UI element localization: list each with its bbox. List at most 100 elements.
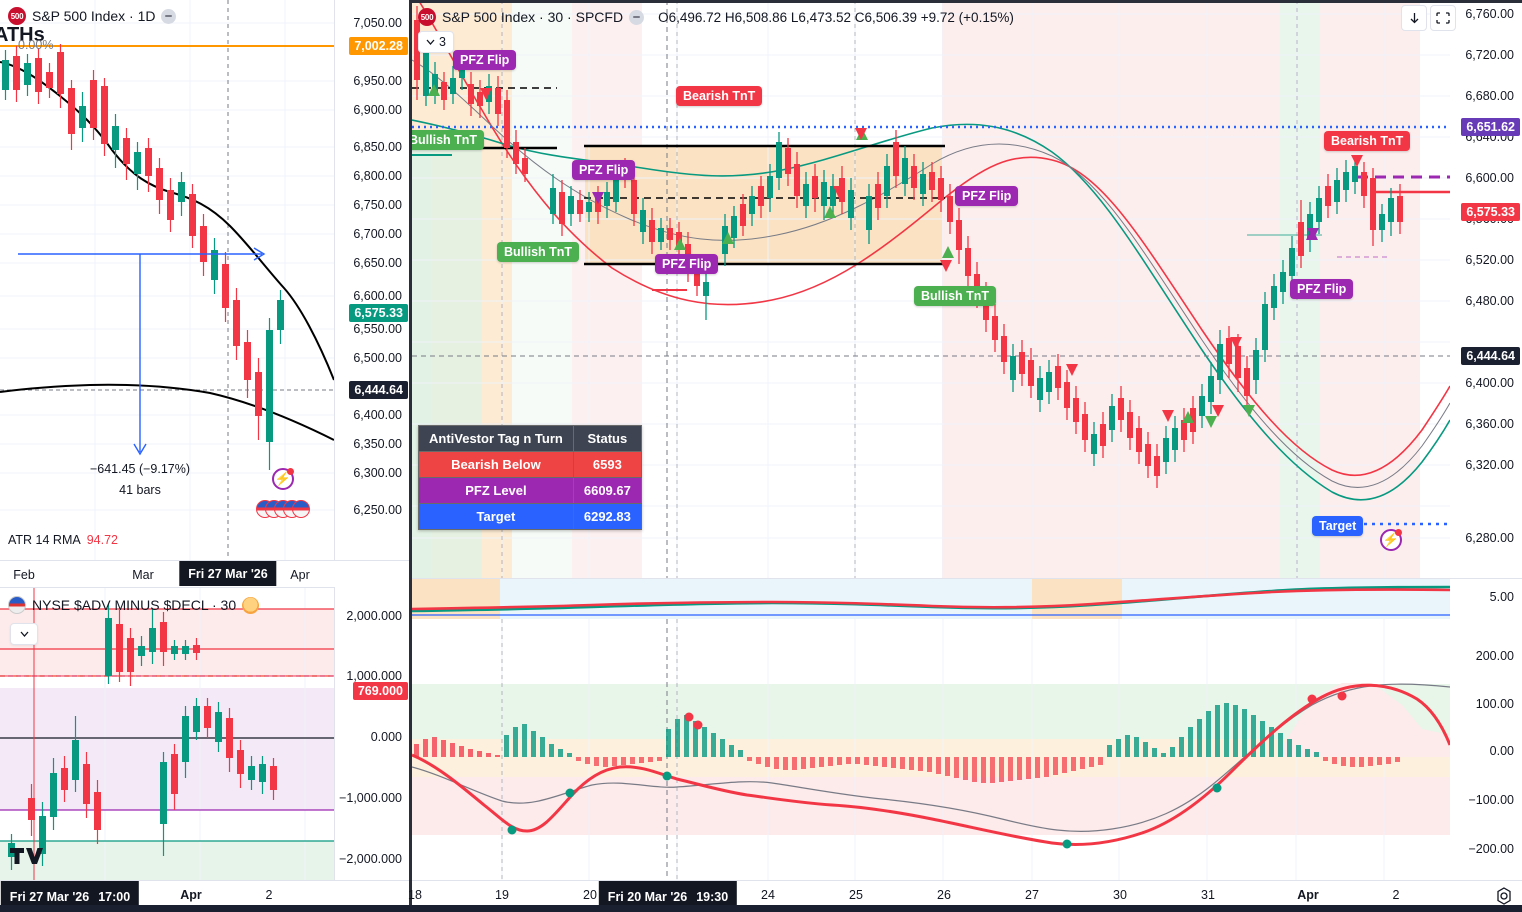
axis-tick: 6,700.00 [353, 227, 402, 241]
axis-tick: 6,800.00 [353, 169, 402, 183]
pfz-flip-tag[interactable]: PFZ Flip [655, 254, 719, 274]
daily-chart-canvas[interactable] [0, 0, 410, 584]
oscillator-panel[interactable] [412, 579, 1450, 880]
time-axis-settings-button[interactable] [1494, 886, 1514, 911]
crosshair-date: Fri 27 Mar '26 [9, 889, 90, 904]
axis-tick: 6,400.00 [1465, 376, 1514, 390]
ath-label: ATHs [0, 24, 45, 46]
panel-divider-vertical[interactable] [409, 0, 412, 912]
ath-percent-label: 0.00% [18, 38, 54, 52]
daily-chart-legend[interactable]: 500 S&P 500 Index · 1D [8, 7, 177, 25]
tradingview-logo[interactable] [10, 846, 44, 871]
last-price-box[interactable]: 6,575.33 [1461, 203, 1520, 221]
hide-icon[interactable] [161, 8, 177, 24]
target-tag[interactable]: Target [1312, 516, 1364, 536]
intraday-ohlc-values: O6,496.72 H6,508.86 L6,473.52 C6,506.39 … [658, 9, 1014, 25]
time-tick: 18 [408, 888, 422, 902]
bearish-tnt-tag[interactable]: Bearish TnT [1324, 131, 1411, 151]
axis-tick: 6,600.00 [353, 289, 402, 303]
time-tick: Apr [290, 568, 310, 582]
axis-tick: 6,500.00 [353, 351, 402, 365]
axis-tick: 0.000 [370, 730, 402, 744]
crosshair-time: 17:00 [98, 889, 131, 904]
intraday-chart-panel[interactable]: 3 PFZ Flip Bullish TnT Bullish TnT PFZ F… [412, 0, 1450, 578]
breadth-chart-title[interactable]: NYSE $ADV MINUS $DECL · 30 [32, 597, 237, 613]
interval-value: 3 [439, 35, 446, 49]
level-price-box[interactable]: 6,444.64 [349, 381, 408, 399]
pane-divider-horizontal[interactable] [412, 578, 1522, 579]
alert-bolt-icon[interactable]: ⚡ [272, 468, 294, 490]
axis-tick: −100.00 [1468, 793, 1514, 807]
measure-value: −641.45 (−9.17%) [89, 462, 191, 476]
top-bar-strip [412, 0, 1522, 3]
axis-tick: 6,360.00 [1465, 417, 1514, 431]
hide-icon[interactable] [629, 9, 645, 25]
daily-crosshair-time-box: Fri 27 Mar '26 [179, 561, 277, 586]
usa-flag-icon: US [8, 596, 26, 614]
breadth-interval-dropdown[interactable] [10, 623, 38, 645]
bullish-tnt-tag[interactable]: Bullish TnT [497, 242, 580, 262]
bottom-bar [0, 905, 1522, 912]
time-tick: 27 [1025, 888, 1039, 902]
intraday-chart-title[interactable]: S&P 500 Index · 30 · SPCFD [442, 9, 624, 25]
table-header-row: AntiVestor Tag n Turn Status [418, 425, 642, 452]
table-row: Target 6292.83 [418, 503, 642, 530]
bearish-tnt-tag[interactable]: Bearish TnT [676, 86, 763, 106]
breadth-chart-canvas[interactable] [0, 588, 410, 880]
axis-tick: −200.00 [1468, 842, 1514, 856]
axis-tick: 6,300.00 [353, 466, 402, 480]
axis-tick: 2,000.000 [346, 609, 402, 623]
daily-time-axis[interactable]: Feb Mar Apr Fri 27 Mar '26 [0, 560, 410, 586]
pfz-flip-tag[interactable]: PFZ Flip [453, 50, 517, 70]
time-tick: 31 [1201, 888, 1215, 902]
last-price-box[interactable]: 6,575.33 [349, 304, 408, 322]
crosshair-date: Fri 27 Mar '26 [188, 566, 268, 581]
time-tick: 25 [849, 888, 863, 902]
pfz-flip-tag[interactable]: PFZ Flip [1290, 279, 1354, 299]
bullish-tnt-tag[interactable]: Bullish TnT [914, 286, 997, 306]
flag-stack-icon[interactable] [256, 500, 310, 518]
axis-tick: 6,520.00 [1465, 253, 1514, 267]
axis-tick: 6,720.00 [1465, 48, 1514, 62]
breadth-chart-legend[interactable]: US NYSE $ADV MINUS $DECL · 30 [8, 596, 260, 614]
fullscreen-icon [1436, 12, 1450, 24]
axis-tick: 6,280.00 [1465, 531, 1514, 545]
intraday-interval-dropdown[interactable]: 3 [418, 31, 454, 53]
pfz-price-box[interactable]: 6,651.62 [1461, 118, 1520, 136]
daily-price-axis[interactable]: 7,050.00 6,950.00 6,900.00 6,850.00 6,80… [334, 0, 410, 560]
table-row: PFZ Level 6609.67 [418, 477, 642, 504]
axis-tick: −1,000.000 [339, 791, 402, 805]
axis-tick: 100.00 [1475, 697, 1514, 711]
axis-tick: 6,550.00 [353, 322, 402, 336]
axis-tick: 0.00 [1489, 744, 1514, 758]
pfz-flip-tag[interactable]: PFZ Flip [955, 186, 1019, 206]
ath-price-box[interactable]: 7,002.28 [349, 37, 408, 55]
oscillator-price-axis[interactable]: 5.00 200.00 100.00 0.00 −100.00 −200.00 [1450, 579, 1522, 880]
time-tick: 30 [1113, 888, 1127, 902]
antivestor-status-table[interactable]: AntiVestor Tag n Turn Status Bearish Bel… [418, 425, 642, 530]
pfz-flip-tag[interactable]: PFZ Flip [572, 160, 636, 180]
intraday-price-axis[interactable]: 6,760.00 6,720.00 6,680.00 6,640.00 6,60… [1450, 0, 1522, 578]
axis-tick: 6,600.00 [1465, 171, 1514, 185]
level-price-box[interactable]: 6,444.64 [1461, 347, 1520, 365]
oscillator-canvas[interactable] [412, 579, 1450, 880]
sp500-badge: 500 [8, 7, 26, 25]
alert-bolt-icon[interactable]: ⚡ [1380, 529, 1402, 551]
breadth-last-value-box[interactable]: 769.000 [352, 682, 408, 700]
atr-indicator-legend[interactable]: ATR 14 RMA 94.72 [8, 533, 118, 547]
atr-value: 94.72 [86, 533, 118, 547]
daily-chart-title[interactable]: S&P 500 Index · 1D [32, 8, 156, 24]
time-tick: Feb [13, 568, 35, 582]
fullscreen-button[interactable] [1430, 5, 1456, 31]
measure-bars: 41 bars [119, 483, 161, 497]
crosshair-time: 19:30 [696, 889, 729, 904]
breadth-price-axis[interactable]: 2,000.000 1,000.000 0.000 −1,000.000 −2,… [334, 587, 410, 880]
download-button[interactable] [1401, 5, 1427, 31]
target-value: 6292.83 [572, 503, 642, 530]
sun-icon [242, 596, 260, 614]
bullish-tnt-tag[interactable]: Bullish TnT [412, 130, 485, 150]
intraday-chart-legend[interactable]: 500 S&P 500 Index · 30 · SPCFD O6,496.72… [418, 8, 1014, 26]
time-tick: 24 [761, 888, 775, 902]
axis-tick: 6,900.00 [353, 103, 402, 117]
sp500-badge: 500 [418, 8, 436, 26]
